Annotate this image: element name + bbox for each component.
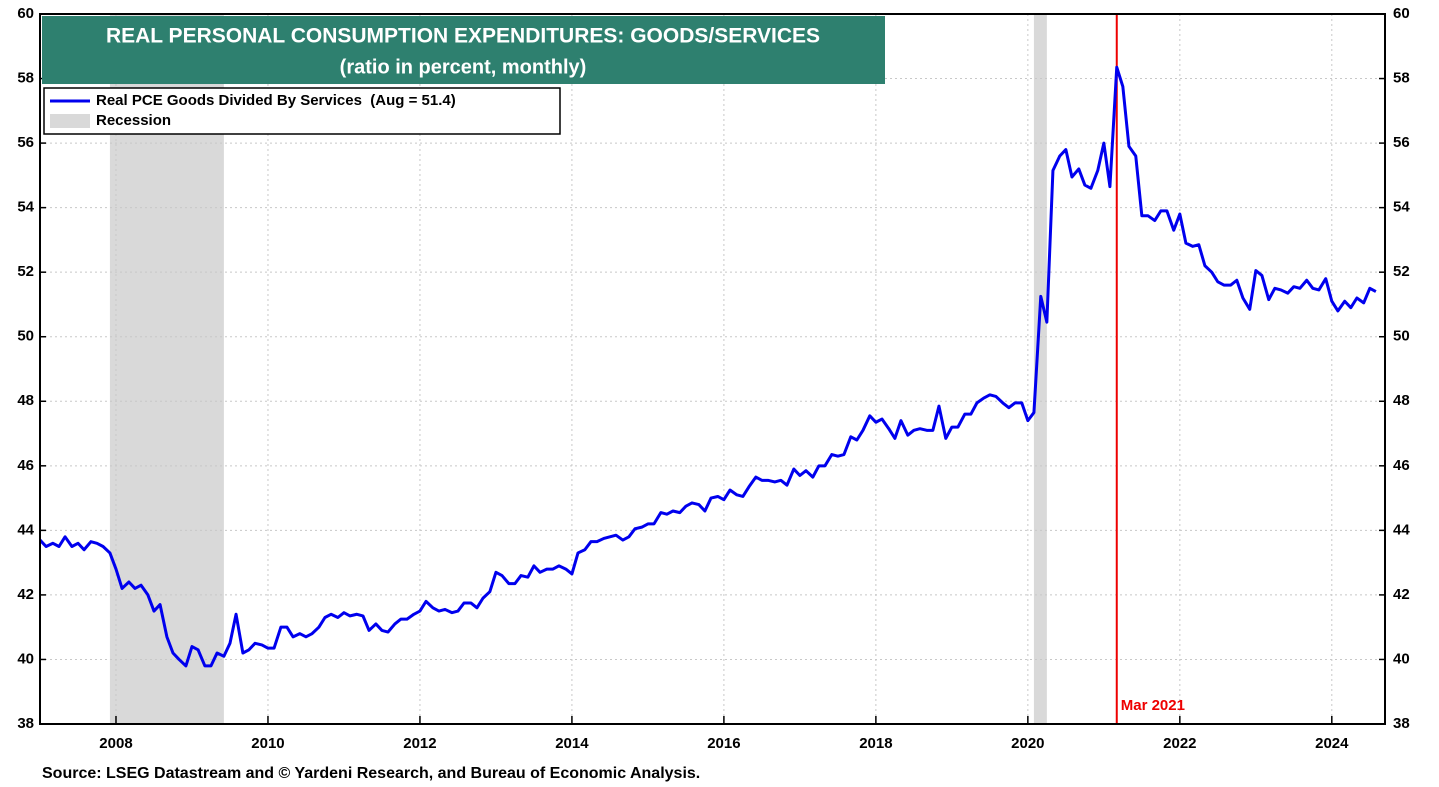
y2-tick-label: 48 <box>1393 392 1410 409</box>
y-tick-label: 44 <box>17 521 34 538</box>
y2-tick-label: 42 <box>1393 586 1410 603</box>
x-tick-label: 2008 <box>99 735 132 752</box>
y2-tick-label: 52 <box>1393 263 1410 280</box>
y-tick-label: 40 <box>17 650 34 667</box>
annotation-label: Mar 2021 <box>1121 697 1185 714</box>
x-tick-label: 2010 <box>251 735 284 752</box>
y-tick-label: 50 <box>17 328 34 345</box>
x-tick-label: 2024 <box>1315 735 1349 752</box>
x-tick-label: 2022 <box>1163 735 1196 752</box>
y2-tick-label: 38 <box>1393 715 1410 732</box>
y2-tick-label: 54 <box>1393 199 1410 216</box>
legend-label: Recession <box>96 112 171 129</box>
y2-tick-label: 46 <box>1393 457 1410 474</box>
y2-tick-label: 58 <box>1393 70 1410 87</box>
x-tick-label: 2020 <box>1011 735 1044 752</box>
y-tick-label: 54 <box>17 199 34 216</box>
legend-swatch <box>50 114 90 128</box>
plot-frame <box>39 13 1386 725</box>
x-tick-label: 2018 <box>859 735 892 752</box>
y2-tick-label: 44 <box>1393 521 1410 538</box>
y-tick-label: 46 <box>17 457 34 474</box>
chart-subtitle: (ratio in percent, monthly) <box>340 56 587 78</box>
legend-label: Real PCE Goods Divided By Services (Aug … <box>96 92 456 109</box>
y-tick-label: 38 <box>17 715 34 732</box>
y2-tick-label: 60 <box>1393 5 1410 22</box>
y2-tick-label: 50 <box>1393 328 1410 345</box>
y-tick-label: 56 <box>17 134 34 151</box>
legend-box <box>43 87 561 135</box>
x-tick-label: 2012 <box>403 735 436 752</box>
y2-tick-label: 40 <box>1393 650 1410 667</box>
title-box <box>42 16 885 84</box>
y2-tick-label: 56 <box>1393 134 1410 151</box>
y-tick-label: 48 <box>17 392 34 409</box>
data-line <box>38 65 1377 668</box>
y-tick-label: 60 <box>17 5 34 22</box>
source-note: Source: LSEG Datastream and © Yardeni Re… <box>42 765 700 782</box>
chart-title: REAL PERSONAL CONSUMPTION EXPENDITURES: … <box>106 25 820 48</box>
x-tick-label: 2016 <box>707 735 740 752</box>
x-tick-label: 2014 <box>555 735 589 752</box>
y-tick-label: 42 <box>17 586 34 603</box>
recession-band <box>1033 14 1047 724</box>
y-tick-label: 52 <box>17 263 34 280</box>
y-tick-label: 58 <box>17 70 34 87</box>
